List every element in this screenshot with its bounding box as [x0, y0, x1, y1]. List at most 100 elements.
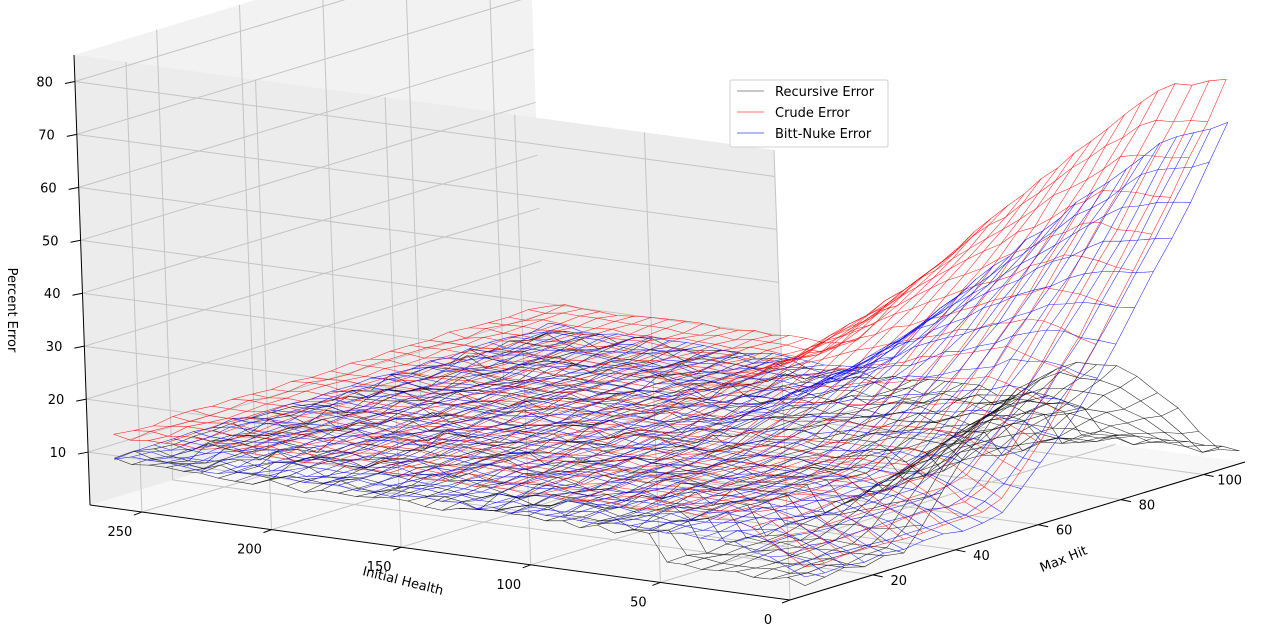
crude-wire-col [751, 83, 1176, 528]
crude-wire-col [804, 79, 1227, 568]
bitt-nuke-wire-col [528, 294, 960, 512]
bitt-nuke-wire-col [717, 156, 1144, 541]
x-tick-label: 60 [1056, 524, 1073, 539]
bitt-nuke-wire-col [441, 367, 877, 502]
y-axis-line [89, 504, 791, 601]
bitt-nuke-wire-col [234, 340, 670, 473]
recursive-wire-col [442, 376, 877, 511]
crude-wire-col [596, 193, 1025, 501]
y-axis-label: Initial Health [361, 564, 445, 599]
recursive-wire-col [562, 394, 998, 522]
z-tick [64, 80, 76, 84]
crude-wire-col [320, 330, 755, 464]
bitt-nuke-wire-col [734, 142, 1161, 543]
z-tick [68, 186, 79, 190]
x-tick-label: 20 [890, 574, 907, 589]
z-tick [70, 239, 81, 243]
axes: 10 20 30 40 50 60 70 80 0 50 100 150 200 250 20 40 60 80 1… [36, 54, 1246, 628]
crude-wire-col [337, 335, 773, 465]
recursive-wire-col [805, 362, 1240, 586]
recursive-wire-col [183, 342, 618, 472]
z-axis-line [73, 54, 91, 506]
bitt-nuke-wire-col [631, 218, 1060, 526]
x-tick [872, 574, 883, 578]
legend: Recursive Error Crude Error Bitt-Nuke Er… [729, 79, 889, 148]
z-tick [76, 398, 87, 402]
crude-wire-col [699, 114, 1125, 516]
crude-wire-col [234, 318, 669, 451]
bitt-nuke-wire-col [217, 336, 653, 474]
wireframe-surfaces [113, 79, 1240, 586]
x-axis-line [789, 461, 1246, 601]
x-tick-label: 80 [1139, 499, 1156, 514]
x-tick [1120, 499, 1132, 503]
z-tick-label: 50 [42, 234, 59, 249]
y-tick [392, 546, 402, 551]
bitt-nuke-wire-col [407, 365, 842, 497]
recursive-wire-col [614, 395, 1049, 534]
bitt-nuke-wire-col [787, 128, 1212, 568]
gridline-x [406, 0, 1121, 501]
bitt-nuke-wire-col [545, 278, 977, 516]
crude-wire-col [113, 306, 549, 435]
bitt-nuke-wire-col [597, 239, 1027, 524]
bitt-nuke-wire-col [459, 357, 894, 503]
crude-wire-col [441, 323, 875, 481]
bitt-nuke-wire-col [286, 349, 722, 479]
x-tick-label: 100 [1217, 474, 1242, 489]
gridline-x [239, 4, 956, 551]
y-tick [781, 599, 791, 604]
recursive-wire-col [631, 401, 1067, 531]
gridline-x [156, 29, 873, 576]
crude-wire-col [769, 85, 1193, 543]
bitt-nuke-wire-col [614, 230, 1044, 524]
recursive-wire-col [648, 407, 1084, 534]
crude-wire-col [285, 327, 721, 460]
crude-wire-col [492, 275, 925, 488]
bitt-nuke-wire-col [493, 321, 927, 508]
y-tick [652, 581, 661, 586]
crude-wire-col [579, 205, 1008, 501]
bitt-nuke-wire-col [183, 333, 618, 467]
crude-wire-col [372, 338, 807, 470]
bitt-nuke-wire-col [648, 202, 1077, 530]
crude-wire-col [734, 90, 1159, 521]
z-tick [72, 292, 83, 296]
z-tick [78, 451, 89, 455]
z-axis-label: Percent Error [4, 268, 19, 353]
bitt-nuke-wire-col [338, 353, 773, 486]
bitt-nuke-wire-col [510, 311, 943, 514]
z-tick [66, 133, 77, 137]
crude-wire-col [406, 342, 842, 476]
legend-label-bitt-nuke: Bitt-Nuke Error [775, 127, 872, 142]
crude-wire-col [130, 304, 566, 441]
y-tick-label: 100 [496, 578, 521, 593]
recursive-wire-col [736, 410, 1171, 572]
x-tick [955, 549, 966, 553]
recursive-wire-col [684, 435, 1119, 565]
bitt-nuke-wire-col [148, 331, 584, 461]
y-tick-label: 200 [237, 543, 262, 558]
bitt-nuke-wire-col [683, 180, 1110, 534]
recursive-wire-col [269, 350, 705, 481]
gridline-x [322, 0, 1039, 526]
legend-label-recursive: Recursive Error [775, 85, 875, 100]
recursive-wire-col [753, 400, 1188, 578]
bitt-nuke-wire-col [131, 325, 566, 458]
x-tick [1203, 474, 1214, 478]
legend-label-crude: Crude Error [775, 106, 850, 121]
z-tick-label: 80 [36, 75, 53, 90]
z-tick [74, 345, 85, 349]
crude-wire-col [527, 247, 958, 495]
recursive-wire-col [235, 346, 670, 482]
bitt-nuke-wire-col [269, 345, 704, 476]
recursive-wire-col [545, 384, 980, 522]
bitt-nuke-wire-col [666, 191, 1094, 534]
bitt-nuke-wire-col [424, 366, 860, 498]
bitt-nuke-wire-col [303, 353, 739, 483]
bitt-nuke-wire-col [355, 357, 791, 491]
bitt-nuke-wire-col [752, 136, 1178, 553]
bitt-nuke-wire-col [700, 168, 1127, 539]
recursive-wire-col [718, 423, 1154, 571]
